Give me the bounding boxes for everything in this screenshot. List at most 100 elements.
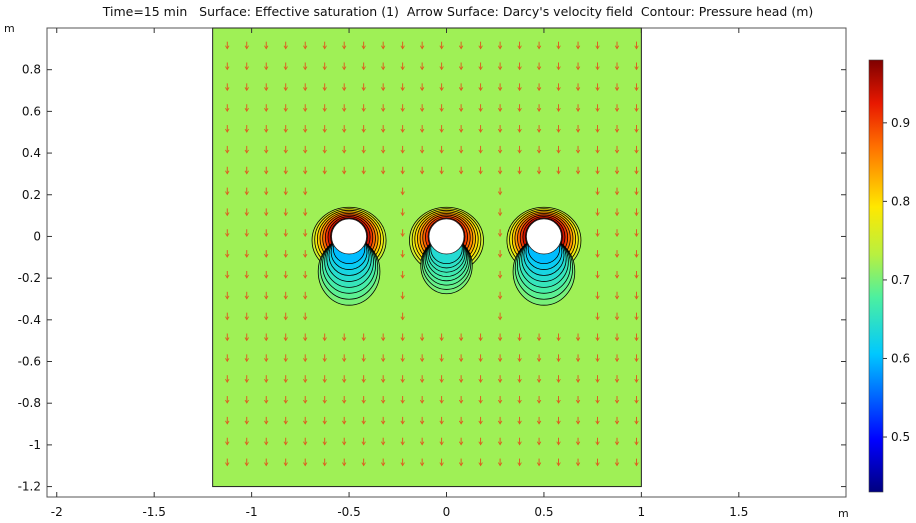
arrow-head (419, 399, 425, 404)
arrow-head (225, 212, 230, 217)
velocity-arrow (634, 333, 639, 342)
velocity-arrow (439, 458, 444, 467)
arrow-head (342, 170, 347, 175)
velocity-arrow (595, 458, 600, 467)
arrow-head (283, 337, 288, 342)
arrow-head (225, 66, 230, 71)
arrow-head (614, 45, 620, 50)
velocity-arrow (244, 396, 249, 404)
arrow-head (614, 274, 620, 279)
velocity-arrow (361, 354, 366, 363)
velocity-arrow (575, 416, 581, 425)
arrow-head (458, 66, 464, 71)
velocity-arrow (478, 354, 483, 363)
arrow-head (614, 399, 620, 404)
arrow-head (400, 191, 405, 196)
arrow-head (536, 337, 542, 342)
arrow-head (303, 337, 308, 342)
arrow-head (419, 358, 425, 363)
plume-0 (311, 206, 387, 306)
velocity-arrow (225, 208, 230, 217)
velocity-arrow (595, 333, 600, 342)
arrow-head (478, 128, 483, 133)
velocity-arrow (381, 458, 386, 467)
velocity-arrow (283, 354, 288, 363)
velocity-arrow (478, 375, 483, 383)
velocity-arrow (381, 83, 386, 92)
velocity-arrow (225, 187, 230, 196)
arrow-head (303, 108, 308, 112)
velocity-arrow (497, 458, 503, 467)
arrow-head (419, 149, 425, 154)
x-axis-unit-label: m (838, 507, 849, 520)
arrow-head (283, 316, 288, 321)
velocity-arrow (342, 437, 347, 446)
velocity-arrow (303, 416, 308, 425)
arrow-head (244, 170, 249, 175)
arrow-head (283, 108, 288, 112)
velocity-arrow (634, 83, 639, 92)
arrow-head (264, 358, 269, 363)
arrow-head (575, 358, 581, 363)
velocity-arrow (322, 375, 327, 383)
arrow-head (595, 66, 600, 71)
domain-border (212, 27, 642, 488)
axes: -2 -1.5 -1 -0.5 0 0.5 1 1.5 -1.2 -1 -0.8 -0.6 -0.4 -0… (18, 28, 846, 519)
arrow-head (283, 45, 288, 50)
velocity-arrow (303, 375, 308, 383)
velocity-arrow (244, 416, 249, 425)
velocity-arrow (322, 104, 327, 112)
arrow-head (361, 87, 366, 92)
velocity-arrow (614, 83, 620, 92)
arrow-head (303, 358, 308, 363)
arrow-head (634, 233, 639, 238)
arrow-head (264, 441, 269, 446)
arrow-head (575, 337, 581, 342)
velocity-arrow (303, 187, 308, 196)
arrow-head (419, 462, 425, 467)
velocity-arrow (614, 208, 620, 217)
arrow-head (244, 274, 249, 279)
arrow-head (322, 441, 327, 446)
velocity-arrow (225, 104, 230, 112)
velocity-arrow (614, 229, 620, 238)
velocity-arrow (342, 354, 347, 363)
arrow-head (264, 149, 269, 154)
arrow-head (458, 462, 464, 467)
velocity-arrow (595, 270, 600, 279)
arrow-head (244, 378, 249, 383)
arrow-head (634, 420, 639, 425)
velocity-arrow (595, 83, 600, 92)
velocity-arrow (614, 125, 620, 133)
arrow-head (400, 378, 405, 383)
arrow-head (283, 358, 288, 363)
arrow-head (400, 316, 405, 321)
arrow-head (361, 66, 366, 71)
velocity-arrow (556, 166, 561, 175)
hole-plumes (311, 206, 582, 306)
velocity-arrow (361, 458, 366, 467)
velocity-arrow (458, 41, 464, 50)
velocity-arrow (283, 270, 288, 279)
velocity-arrow (614, 250, 620, 258)
velocity-arrow (497, 375, 503, 383)
velocity-arrow (634, 145, 639, 154)
velocity-arrow (458, 62, 464, 71)
velocity-arrow (400, 375, 405, 383)
arrow-head (381, 108, 386, 112)
velocity-arrow (595, 312, 600, 321)
arrow-head (595, 358, 600, 363)
velocity-arrow (419, 83, 425, 92)
velocity-arrow (283, 83, 288, 92)
arrow-head (264, 378, 269, 383)
velocity-arrow (303, 291, 308, 300)
velocity-arrow (595, 416, 600, 425)
arrow-head (575, 87, 581, 92)
velocity-arrow (283, 41, 288, 50)
velocity-arrow (244, 166, 249, 175)
velocity-arrow (556, 125, 561, 133)
velocity-arrow (634, 41, 639, 50)
arrow-head (381, 66, 386, 71)
arrow-head (244, 337, 249, 342)
arrow-head (478, 378, 483, 383)
